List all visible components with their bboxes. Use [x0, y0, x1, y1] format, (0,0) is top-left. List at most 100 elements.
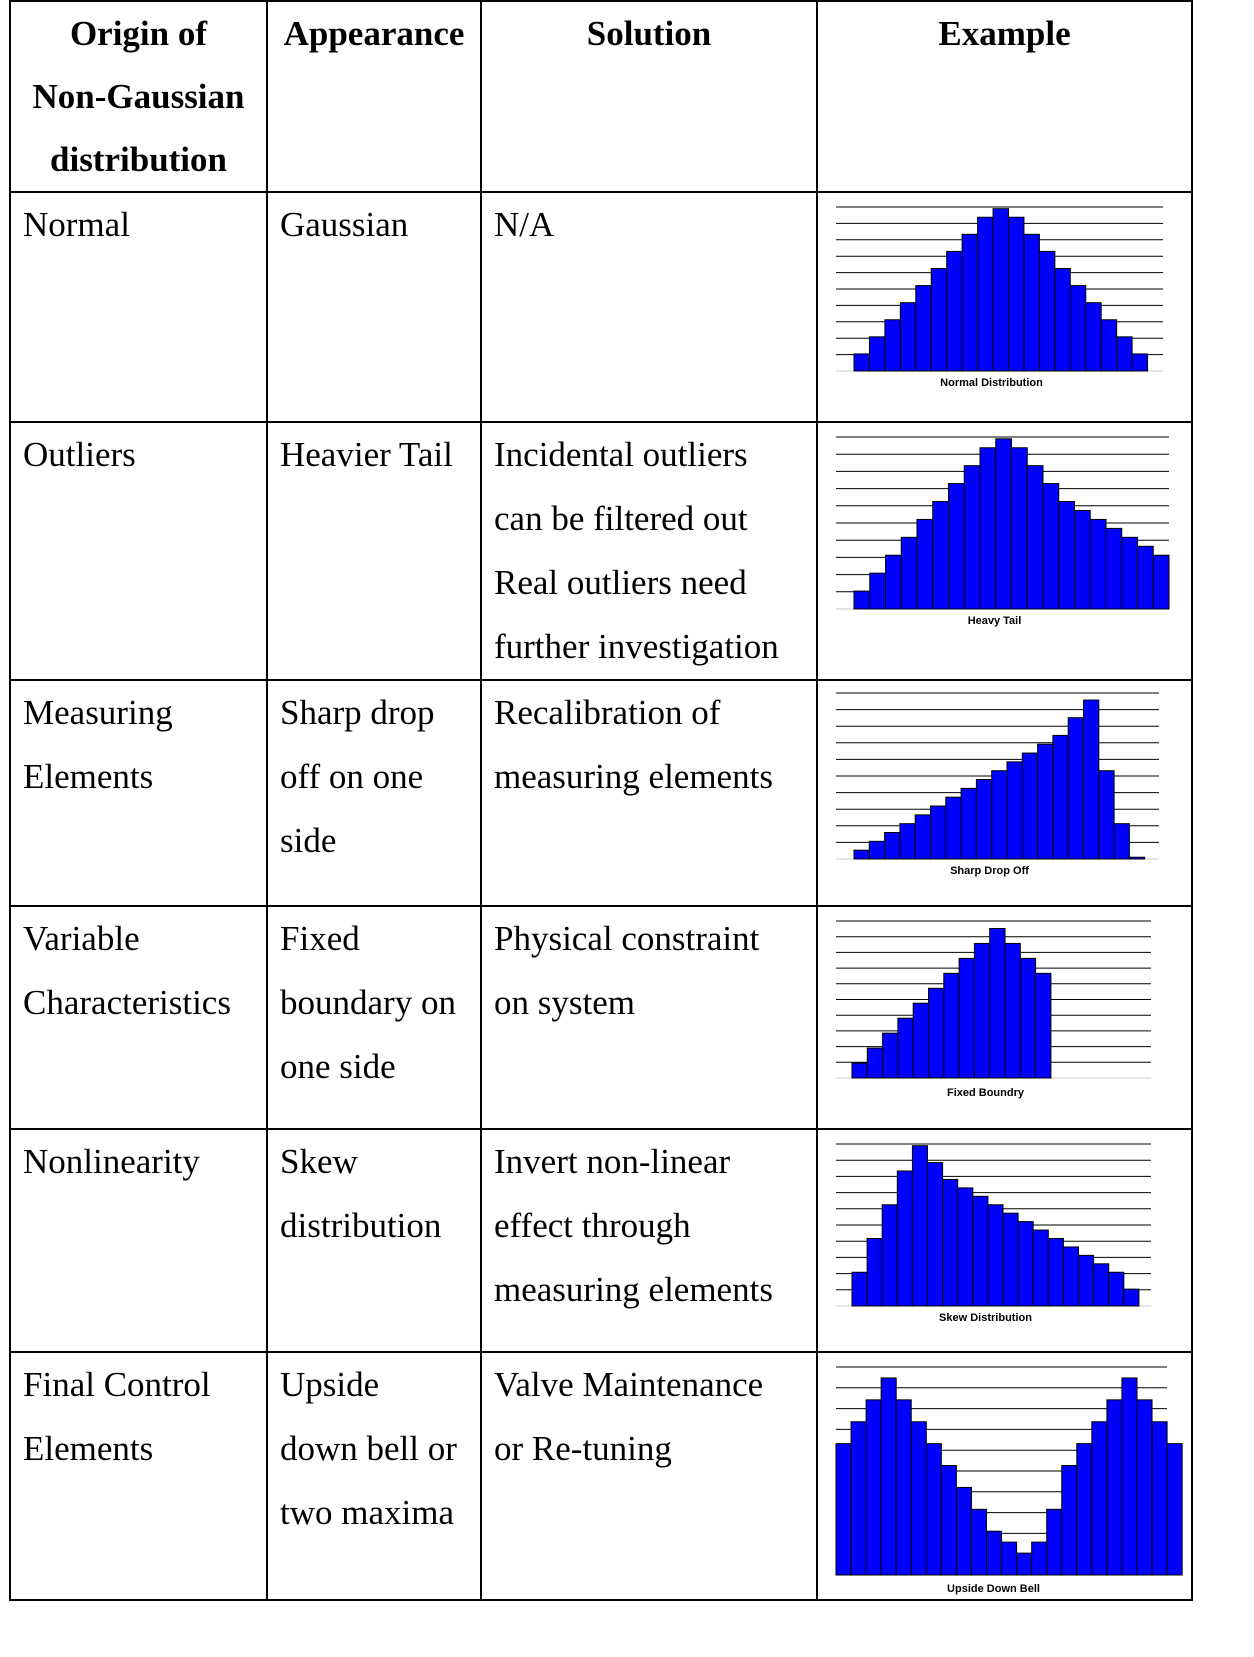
histogram-bar [1047, 1238, 1064, 1307]
appearance-cell: Upside down bell or two maxima [266, 1351, 482, 1601]
example-cell: Sharp Drop Off [816, 679, 1193, 907]
solution-cell: N/A [480, 191, 818, 423]
cell-line: Real outliers need [494, 563, 747, 602]
histogram-bar [880, 1377, 897, 1576]
histogram-bar [868, 336, 886, 372]
histogram-bar [955, 1486, 972, 1576]
cell-line: measuring elements [494, 1270, 773, 1309]
histogram-bar [958, 957, 975, 1079]
example-cell: Skew Distribution [816, 1128, 1193, 1353]
histogram-bar [963, 465, 981, 610]
histogram-bar [853, 590, 871, 610]
histogram-bar [977, 216, 994, 372]
histogram-title: Upside Down Bell [947, 1583, 1040, 1595]
table-row: Measuring Elements Sharp drop off on one sid… [9, 679, 1193, 907]
cell-line: Final Control [23, 1365, 211, 1404]
cell-line: Recalibration of [494, 693, 721, 732]
histogram-bar [835, 1443, 852, 1576]
origin-cell: Nonlinearity [9, 1128, 268, 1353]
histogram-bar [865, 1399, 882, 1576]
cell-line: Fixed [280, 919, 360, 958]
cell-line: further investigation [494, 627, 779, 666]
histogram-chart: Fixed Boundry [836, 920, 1151, 1099]
histogram-bar [1105, 527, 1123, 610]
histogram-bar [973, 942, 991, 1079]
example-cell: Fixed Boundry [816, 905, 1193, 1130]
histogram-bar [1151, 1421, 1168, 1576]
header-appearance-label: Appearance [283, 14, 465, 53]
cell-line: boundary on [280, 983, 456, 1022]
table-row: Variable Characteristics Fixed boundary on o… [9, 905, 1193, 1130]
histogram-bar [866, 1238, 883, 1307]
histogram-bar [1017, 1221, 1034, 1307]
cell-line: off on one [280, 757, 424, 796]
histogram-chart: Upside Down Bell [835, 1366, 1183, 1595]
histogram-bar [1089, 518, 1107, 610]
appearance-cell: Fixed boundary on one side [266, 905, 482, 1130]
histogram-bar [1032, 1229, 1049, 1307]
histogram-bar [1091, 1421, 1108, 1576]
origin-cell: Measuring Elements [9, 679, 268, 907]
cell-line: Upside [280, 1365, 380, 1404]
cell-line: Elements [23, 757, 154, 796]
histogram-bar [1121, 1377, 1138, 1576]
histogram-bar [1108, 1271, 1125, 1307]
histogram-bar [912, 1002, 929, 1079]
histogram-title: Heavy Tail [968, 615, 1022, 627]
histogram-bar [1123, 1288, 1140, 1307]
histogram-bar [910, 1421, 927, 1576]
histogram-bar [866, 1047, 884, 1079]
header-appearance: Appearance [266, 0, 482, 193]
histogram-bar [930, 805, 947, 860]
origin-cell: Outliers [9, 421, 268, 681]
table-row: Normal Gaussian N/A Normal Distribution [9, 191, 1193, 423]
cell-line: Incidental outliers [494, 435, 748, 474]
cell-line: Variable [23, 919, 140, 958]
histogram-bar [987, 1204, 1004, 1307]
histogram-chart: Sharp Drop Off [836, 692, 1159, 877]
histogram-bar [1128, 856, 1146, 860]
histogram-bar [948, 483, 965, 610]
cell-line: on system [494, 983, 635, 1022]
cell-line: Characteristics [23, 983, 231, 1022]
histogram-bar [1069, 285, 1087, 372]
table-row: Outliers Heavier Tail Incidental outliers c… [9, 421, 1193, 681]
histogram-bar [895, 1399, 912, 1576]
histogram-title: Sharp Drop Off [950, 865, 1029, 877]
histogram-bar [943, 972, 960, 1079]
table-row: Final Control Elements Upside down bell or t… [9, 1351, 1193, 1601]
solution-cell: Physical constraint on system [480, 905, 818, 1130]
cell-line: two maxima [280, 1493, 454, 1532]
histogram-bar [853, 849, 870, 860]
histogram-bar [995, 438, 1012, 610]
header-origin-line: Origin of [69, 14, 208, 53]
example-cell: Normal Distribution [816, 191, 1193, 423]
histogram-chart: Normal Distribution [836, 206, 1163, 389]
example-cell: Upside Down Bell [816, 1351, 1193, 1601]
header-solution: Solution [480, 0, 818, 193]
histogram-bar [1052, 734, 1069, 860]
histogram-bar [991, 770, 1008, 860]
histogram-bar [1026, 465, 1044, 610]
histogram-bar [1023, 233, 1040, 372]
histogram-bar [1113, 823, 1130, 860]
histogram-bar [897, 1017, 914, 1079]
histogram-bar [1021, 752, 1039, 860]
histogram-bar [868, 840, 886, 860]
histogram-bar [946, 250, 963, 372]
histogram-bar [885, 554, 902, 610]
histogram-bar [1098, 770, 1115, 860]
histogram-bar [1152, 554, 1170, 610]
header-solution-label: Solution [586, 14, 712, 53]
cell-line: effect through [494, 1206, 691, 1245]
histogram-bar [970, 1508, 987, 1576]
header-example-label: Example [938, 14, 1071, 53]
header-row: Origin of Non-Gaussian distribution Appe… [9, 0, 1193, 193]
histogram-bar [1116, 336, 1133, 372]
histogram-bar [882, 1032, 899, 1079]
solution-cell: Invert non-linear effect through measuring… [480, 1128, 818, 1353]
header-origin-line: Non-Gaussian [32, 77, 245, 116]
appearance-cell: Heavier Tail [266, 421, 482, 681]
histogram-bar [900, 536, 918, 610]
cell-line: down bell or [280, 1429, 457, 1468]
